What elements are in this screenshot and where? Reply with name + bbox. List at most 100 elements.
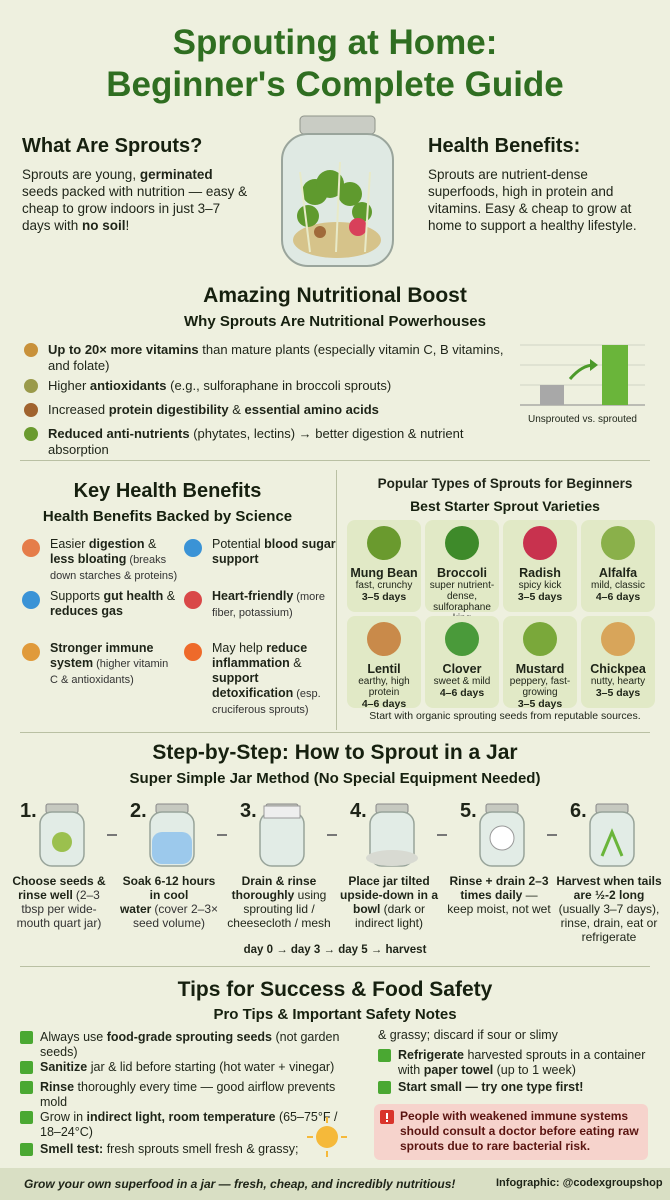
- section-subtitle: Why Sprouts Are Nutritional Powerhouses: [184, 313, 486, 330]
- section-title: Key Health Benefits: [73, 480, 262, 502]
- variety-card: Radish spicy kick 3–5 days: [503, 520, 577, 612]
- bold-text: Drain & rinse thoroughly: [231, 874, 317, 902]
- step-text: Soak 6-12 hours in cool water (cover 2–3×…: [116, 874, 222, 930]
- icon: [24, 343, 38, 357]
- variety-card: Chickpea nutty, hearty 3–5 days: [581, 616, 655, 708]
- bold-text: Start small — try one type first!: [398, 1080, 584, 1094]
- step-number: 6.: [570, 800, 587, 822]
- text: Always use: [40, 1030, 107, 1044]
- icon: [184, 539, 202, 557]
- step-icon: [366, 803, 418, 867]
- section-title: Amazing Nutritional Boost: [203, 284, 467, 307]
- check-icon: [20, 1143, 33, 1156]
- variety-name: Radish: [519, 566, 561, 580]
- step-icon: [39, 803, 85, 867]
- note: (cover 2–3× seed volume): [132, 902, 219, 930]
- section-title: Health Benefits:: [428, 135, 581, 157]
- bold-text: Place jar tilted upside-down in a bowl: [340, 874, 438, 916]
- variety-card: Lentil earthy, high protein 4–6 days: [347, 616, 421, 710]
- step-number: 5.: [460, 800, 477, 822]
- bold-text: gut health: [103, 589, 164, 603]
- divider: [20, 732, 650, 733]
- variety-card: Mustard peppery, fast-growing 3–5 days: [503, 616, 577, 710]
- step-text: Place jar tilted upside-down in a bowl (…: [336, 874, 442, 930]
- text: &: [289, 656, 302, 670]
- step-arrow: [547, 834, 557, 836]
- divider: [20, 460, 650, 461]
- text: Sprouts are young,: [22, 167, 140, 182]
- text: &: [228, 402, 245, 417]
- step-icon: [479, 803, 525, 867]
- variety-name: Clover: [442, 662, 482, 676]
- text: &: [144, 537, 157, 551]
- icon: [22, 539, 40, 557]
- bold-text: antioxidants: [89, 378, 167, 393]
- variety-days: 4–6 days: [595, 591, 641, 603]
- variety-desc: peppery, fast-growing: [509, 676, 571, 698]
- icon: [24, 427, 38, 441]
- text: jar & lid before starting (hot water + v…: [87, 1060, 335, 1074]
- variety-card: Alfalfa mild, classic 4–6 days: [581, 520, 655, 612]
- text: Increased: [48, 402, 109, 417]
- icon: [184, 591, 202, 609]
- tip-continuation: & grassy; discard if sour or slimy: [378, 1028, 558, 1042]
- text: May help: [212, 641, 267, 655]
- section-title: Tips for Success & Food Safety: [177, 978, 493, 1001]
- bold-text: less bloating: [50, 552, 127, 566]
- sun-icon: [307, 1117, 347, 1157]
- variety-name: Alfalfa: [598, 566, 638, 580]
- variety-card: Clover sweet & mild 4–6 days: [425, 616, 499, 708]
- text: (phytates, lectins) → better digestion &…: [48, 426, 464, 457]
- bold-text: Up to 20× more vitamins: [48, 342, 199, 357]
- icon: [601, 526, 635, 560]
- step-text: Harvest when tails are ½-2 long (usually…: [556, 874, 662, 944]
- benefit-item: May help reduce inflammation & support d…: [212, 641, 340, 718]
- footer-credit: Infographic: @codexgroupshop: [496, 1177, 663, 1189]
- benefit-item: Heart-friendly (more fiber, potassium): [212, 589, 340, 621]
- variety-desc: nutty, hearty: [590, 676, 646, 687]
- variety-name: Mung Bean: [350, 566, 418, 580]
- section-subtitle: Super Simple Jar Method (No Special Equi…: [129, 770, 541, 787]
- tip: Rinse thoroughly every time — good airfl…: [40, 1080, 340, 1110]
- step-arrow: [107, 834, 117, 836]
- variety-desc: earthy, high protein: [358, 676, 410, 698]
- variety-name: Chickpea: [590, 662, 646, 676]
- jar-illustration: [281, 115, 394, 267]
- benefit-item: Potential blood sugar support: [212, 537, 340, 567]
- icon: [367, 622, 401, 656]
- tip: Grow in indirect light, room temperature…: [40, 1110, 340, 1140]
- icon: [22, 591, 40, 609]
- paragraph: Sprouts are young, germinated seeds pack…: [22, 166, 252, 234]
- icon: [22, 643, 40, 661]
- bold-text: Soak 6-12 hours in cool water: [119, 874, 216, 916]
- text: Higher: [48, 378, 90, 393]
- bold-text: protein digestibility: [108, 402, 229, 417]
- check-icon: [378, 1081, 391, 1094]
- bold-text: food-grade sprouting seeds: [106, 1030, 272, 1044]
- text: Grow in: [40, 1110, 87, 1124]
- step-icon: [259, 803, 305, 867]
- text: (usually 3–7 days), rinse, drain, eat or…: [558, 902, 660, 944]
- benefit-item: Stronger immune system (higher vitamin C …: [50, 641, 178, 688]
- title-line: Sprouting at Home:: [172, 23, 498, 62]
- text: Potential: [212, 537, 265, 551]
- tip: Start small — try one type first!: [398, 1080, 653, 1095]
- check-icon: [20, 1081, 33, 1094]
- icon: [523, 526, 557, 560]
- variety-desc: fast, crunchy: [355, 580, 413, 591]
- bold-text: Smell test:: [40, 1142, 104, 1156]
- variety-desc: spicy kick: [518, 580, 562, 591]
- step-number: 3.: [240, 800, 257, 822]
- text: seeds packed with nutrition — easy & che…: [22, 184, 248, 233]
- mini-chart: [520, 344, 645, 406]
- bold-text: paper towel: [423, 1063, 494, 1077]
- warning-box: People with weakened immune systems shou…: [374, 1104, 648, 1160]
- section-title: What Are Sprouts?: [22, 135, 203, 157]
- bold-text: Stronger immune system: [50, 641, 154, 670]
- icon: [601, 622, 635, 656]
- note: (esp. cruciferous sprouts): [212, 688, 321, 716]
- note: (higher vitamin C & antioxidants): [50, 658, 169, 686]
- step-icon: [149, 803, 195, 867]
- bold-text: indirect light, room temperature: [86, 1110, 276, 1124]
